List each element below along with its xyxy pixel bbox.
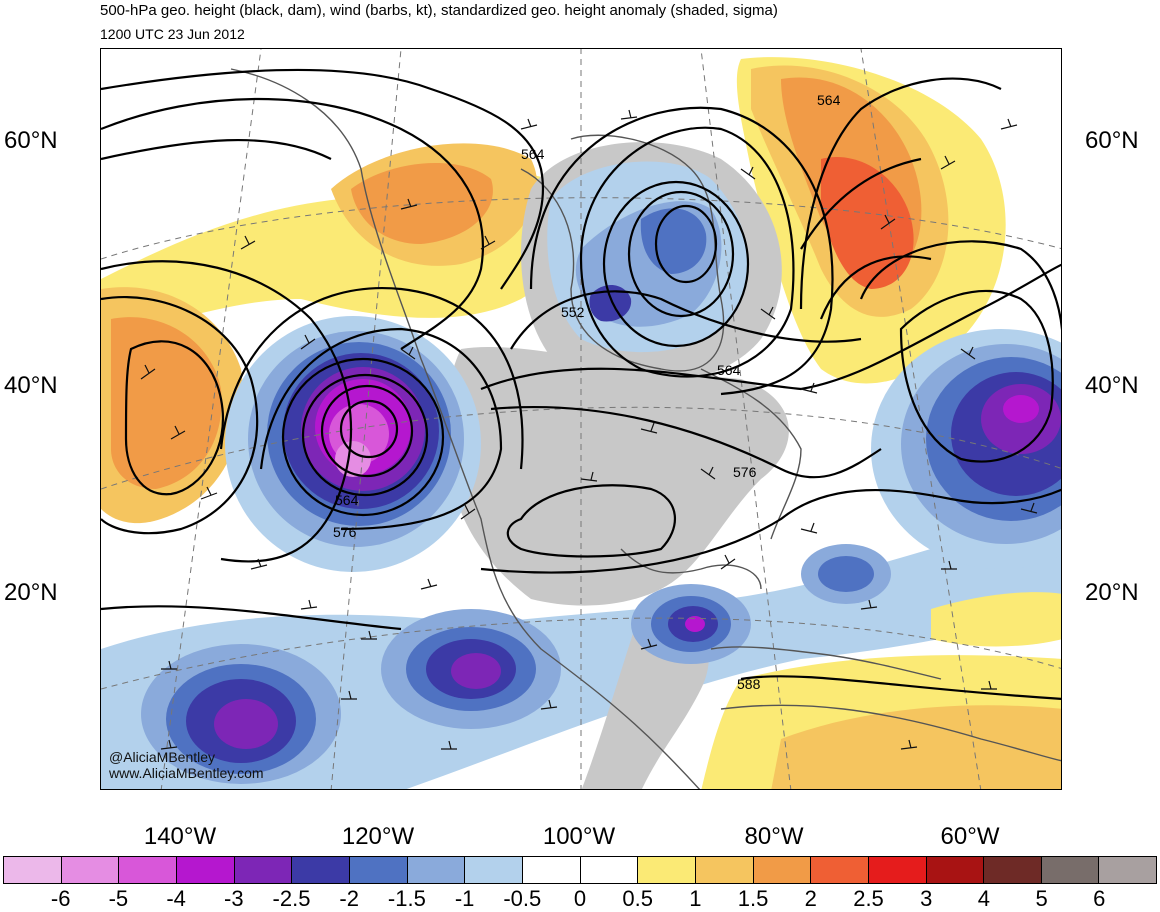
lat-label-right: 60°N (1085, 127, 1139, 154)
lat-label-left: 60°N (4, 127, 58, 154)
lat-label-left: 40°N (4, 372, 58, 399)
coastlines (230, 68, 1061, 789)
colorbar-tick-label: -1.5 (387, 886, 426, 911)
colorbar-tick-label: 2 (804, 886, 817, 911)
colorbar-swatch (349, 857, 408, 883)
colorbar-tick-label: 1.5 (737, 886, 769, 911)
colorbar-tick-label: -2 (339, 886, 359, 911)
colorbar-swatch (4, 857, 62, 883)
contour-label: 576 (733, 464, 757, 480)
lon-label: 140°W (143, 823, 217, 850)
contour-label: 588 (737, 676, 761, 692)
colorbar-swatch (234, 857, 293, 883)
colorbar-tick-label: 1 (689, 886, 702, 911)
height-contours (101, 69, 1061, 700)
contour-label: 576 (333, 524, 357, 540)
contour-label-group: 564 564 552 564 576 564 576 588 (333, 92, 841, 692)
colorbar-swatch (465, 857, 523, 883)
lon-label: 100°W (542, 823, 616, 850)
map-canvas: 564 564 552 564 576 564 576 588 (101, 49, 1061, 789)
colorbar-swatch (176, 857, 235, 883)
lon-label: 80°W (744, 823, 804, 850)
contour-label: 564 (335, 492, 359, 508)
colorbar-tick-label: -6 (50, 886, 71, 911)
colorbar (3, 856, 1157, 884)
colorbar-tick-label: 6 (1093, 886, 1106, 911)
colorbar-tick-label: 2.5 (853, 886, 884, 911)
colorbar-tick-label: -1 (454, 886, 475, 911)
colorbar-tick-label: -0.5 (503, 886, 542, 911)
lon-label: 60°W (940, 823, 1000, 850)
credit-website: www.AliciaMBentley.com (109, 765, 264, 781)
colorbar-tick-label: -4 (166, 886, 186, 911)
contour-label: 564 (817, 92, 841, 108)
colorbar-swatch (407, 857, 466, 883)
colorbar-swatch (61, 857, 120, 883)
colorbar-swatch (119, 857, 177, 883)
colorbar-swatch (1041, 857, 1100, 883)
contour-label: 552 (561, 304, 585, 320)
contour-label: 564 (521, 146, 545, 162)
lon-label: 120°W (341, 823, 415, 850)
colorbar-swatch (522, 857, 581, 883)
colorbar-tick-label: 0.5 (622, 886, 653, 911)
wind-barbs (140, 109, 1038, 750)
colorbar-swatch (638, 857, 696, 883)
colorbar-tick-label: 3 (920, 886, 933, 911)
lat-label-right: 40°N (1085, 372, 1139, 399)
colorbar-swatch (753, 857, 812, 883)
credit-handle: @AliciaMBentley (109, 749, 216, 765)
colorbar-swatch (984, 857, 1042, 883)
colorbar-tick-label: 4 (977, 886, 991, 911)
map-title: 500-hPa geo. height (black, dam), wind (… (100, 2, 778, 19)
colorbar-tick-label: 0 (573, 886, 587, 911)
colorbar-tick-label: -3 (224, 886, 244, 911)
colorbar-swatch (695, 857, 754, 883)
map-datetime: 1200 UTC 23 Jun 2012 (100, 26, 245, 42)
map-panel: 564 564 552 564 576 564 576 588 (100, 48, 1062, 790)
colorbar-tick-label: -2.5 (272, 886, 311, 911)
colorbar-swatch (926, 857, 985, 883)
contour-label: 564 (717, 362, 741, 378)
lat-label-left: 20°N (4, 579, 58, 606)
lat-label-right: 20°N (1085, 579, 1139, 606)
colorbar-tick-label: 5 (1035, 886, 1048, 911)
colorbar-swatch (292, 857, 350, 883)
colorbar-swatch (811, 857, 869, 883)
colorbar-swatch (1099, 857, 1157, 883)
colorbar-swatch (580, 857, 639, 883)
colorbar-swatch (868, 857, 927, 883)
colorbar-tick-label: -5 (108, 886, 129, 911)
